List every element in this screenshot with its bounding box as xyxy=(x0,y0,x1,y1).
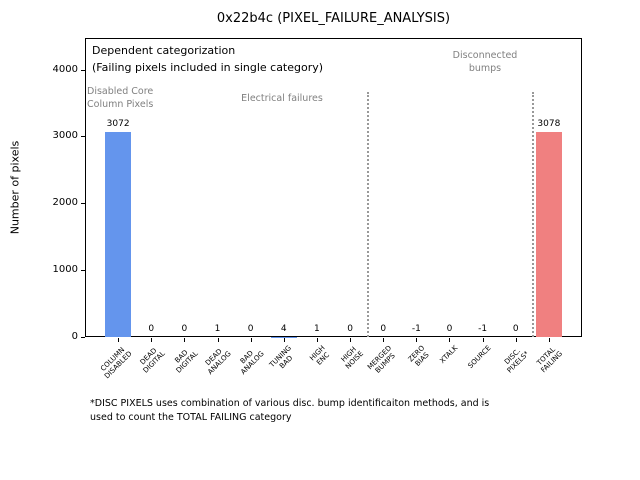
x-tick-label: MERGED BUMPS xyxy=(365,344,397,376)
x-tick-mark xyxy=(316,338,318,342)
y-tick-mark xyxy=(81,336,85,338)
x-tick-mark xyxy=(283,338,285,342)
y-tick-mark xyxy=(81,69,85,71)
y-tick-label: 1000 xyxy=(52,263,78,275)
annotation-dependent-categorization: Dependent categorization (Failing pixels… xyxy=(92,44,324,75)
bar-value-label: -1 xyxy=(411,324,421,334)
bar-value-label: 3072 xyxy=(106,118,130,129)
y-tick-label: 0 xyxy=(71,330,78,342)
bar-value-label: 0 xyxy=(247,324,254,334)
bar-value-label: 1 xyxy=(314,323,320,334)
y-tick-label: 3000 xyxy=(52,130,78,142)
annotation-disconnected-bumps: Disconnected bumps xyxy=(452,50,518,74)
bar-value-label: 0 xyxy=(380,324,387,334)
y-axis-label: Number of pixels xyxy=(8,140,22,235)
x-tick-mark xyxy=(482,338,484,342)
bar-value-label: -1 xyxy=(478,324,488,334)
x-tick-label: ZERO BIAS xyxy=(406,344,431,369)
bar-value-label: 0 xyxy=(148,324,155,334)
x-tick-mark xyxy=(383,338,385,342)
x-tick-label: BAD ANALOG xyxy=(238,349,267,377)
annotation-disabled-core-column-pixels: Disabled Core Column Pixels xyxy=(87,86,154,110)
annotation-electrical-failures: Electrical failures xyxy=(241,93,323,104)
x-tick-label: DEAD ANALOG xyxy=(204,347,234,377)
x-tick-mark xyxy=(350,338,352,342)
y-tick-mark xyxy=(81,269,85,271)
bar-value-label: 3078 xyxy=(537,118,561,129)
x-tick-mark xyxy=(449,338,451,342)
x-tick-label: SOURCE xyxy=(466,344,493,371)
y-axis-label-container: Number of pixels xyxy=(4,38,26,337)
group-separator xyxy=(366,92,369,337)
bar-value-label: 0 xyxy=(347,324,353,334)
x-tick-label: DEAD DIGITAL xyxy=(138,346,167,375)
plot-area xyxy=(85,38,582,337)
x-tick-label: TUNING BAD xyxy=(268,344,296,371)
x-tick-mark xyxy=(548,338,550,342)
chart-title: 0x22b4c (PIXEL_FAILURE_ANALYSIS) xyxy=(216,11,451,26)
y-tick-label: 4000 xyxy=(52,63,78,75)
x-tick-label: XTALK xyxy=(438,344,460,365)
x-tick-mark xyxy=(184,338,186,342)
x-tick-mark xyxy=(416,338,418,342)
bar-14 xyxy=(535,131,563,337)
x-tick-label: BAD DIGITAL xyxy=(173,348,200,375)
y-tick-mark xyxy=(81,136,85,138)
x-tick-mark xyxy=(515,338,517,342)
y-tick-label: 2000 xyxy=(52,197,78,209)
bar-value-label: 4 xyxy=(280,323,287,334)
x-tick-label: HIGH ENC xyxy=(308,344,332,368)
x-tick-label: DISC. PIXELS* xyxy=(503,346,532,375)
bar-value-label: 0 xyxy=(512,324,519,334)
bar-value-label: 0 xyxy=(446,324,453,334)
x-tick-mark xyxy=(151,338,153,342)
group-separator xyxy=(532,92,535,337)
x-tick-label: HIGH NOISE xyxy=(340,345,366,371)
x-tick-mark xyxy=(250,338,252,342)
bar-value-label: 0 xyxy=(181,324,188,334)
x-tick-label: COLUMN DISABLED xyxy=(98,345,134,381)
bar-1 xyxy=(104,131,132,337)
bar-value-label: 1 xyxy=(214,323,221,334)
x-tick-label: TOTAL FAILING xyxy=(535,345,565,375)
x-tick-mark xyxy=(118,338,120,342)
footnote: *DISC PIXELS uses combination of various… xyxy=(90,398,490,423)
y-tick-mark xyxy=(81,203,85,205)
x-tick-mark xyxy=(217,338,219,342)
